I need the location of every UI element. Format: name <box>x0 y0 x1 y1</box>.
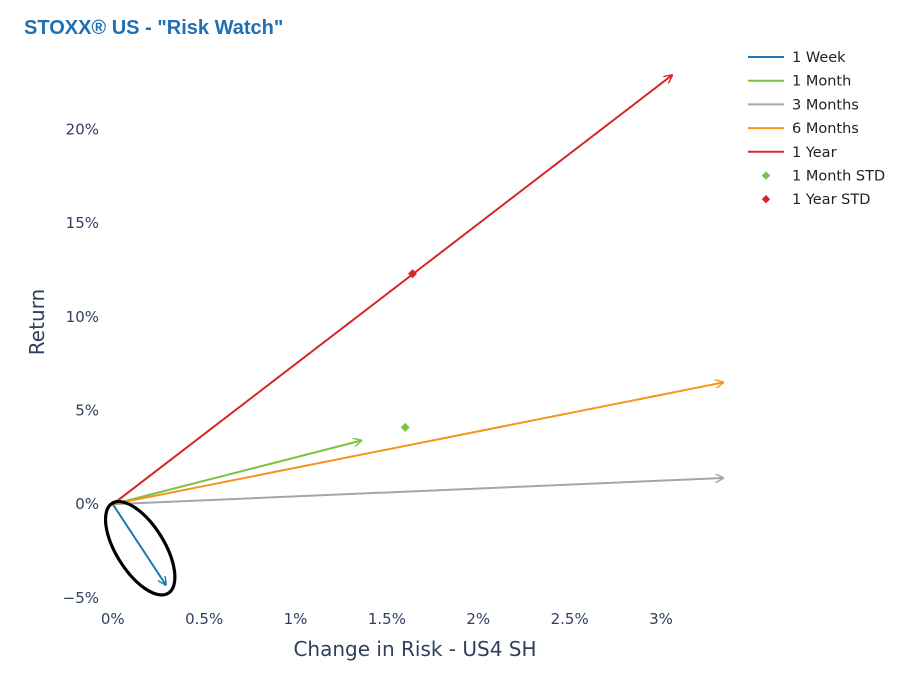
legend-item-3-months[interactable]: 3 Months <box>748 97 859 113</box>
x-tick-label: 2.5% <box>551 610 589 628</box>
legend-swatch <box>761 171 771 180</box>
marker-1-month-std <box>400 422 410 432</box>
highlight-ellipse <box>103 499 177 597</box>
x-tick-label: 2% <box>466 610 490 628</box>
x-tick-label: 3% <box>649 610 673 628</box>
y-axis-ticks: −5% 0% 5% 10% 15% 20% <box>63 121 99 607</box>
series-arrow-3-months <box>112 478 723 506</box>
x-tick-label: 0.5% <box>185 610 223 628</box>
y-tick-label: 10% <box>66 308 99 326</box>
legend-item-6-months[interactable]: 6 Months <box>748 121 859 137</box>
legend-item-1-week[interactable]: 1 Week <box>748 50 846 66</box>
marker-1-year-std <box>408 269 417 279</box>
series-arrow-1-year <box>112 75 672 506</box>
legend-item-1-year[interactable]: 1 Year <box>748 145 837 161</box>
chart-title: STOXX® US - "Risk Watch" <box>24 17 283 39</box>
legend-item-1-month-std[interactable]: 1 Month STD <box>761 169 885 185</box>
x-tick-label: 1% <box>284 610 308 628</box>
series-arrow-1-week <box>111 503 166 585</box>
legend-item-1-year-std[interactable]: 1 Year STD <box>761 192 871 208</box>
y-tick-label: 5% <box>75 402 99 420</box>
x-axis-label: Change in Risk - US4 SH <box>293 637 536 661</box>
legend[interactable]: 1 Week 1 Month 3 Months 6 Months 1 Year 1 Mon… <box>748 50 885 208</box>
plot-area <box>103 75 723 597</box>
series-arrow-1-month <box>112 441 362 506</box>
x-tick-label: 1.5% <box>368 610 406 628</box>
legend-label: 1 Year STD <box>792 192 870 208</box>
x-tick-label: 0% <box>101 610 125 628</box>
legend-label: 6 Months <box>792 121 859 137</box>
y-tick-label: 15% <box>66 214 99 232</box>
legend-swatch <box>761 195 771 204</box>
legend-label: 1 Year <box>792 145 837 161</box>
y-axis-label: Return <box>25 289 49 355</box>
x-axis-ticks: 0% 0.5% 1% 1.5% 2% 2.5% 3% <box>101 610 673 628</box>
legend-label: 3 Months <box>792 97 859 113</box>
legend-label: 1 Week <box>792 50 846 66</box>
legend-item-1-month[interactable]: 1 Month <box>748 74 851 90</box>
y-tick-label: 20% <box>66 121 99 139</box>
y-tick-label: 0% <box>75 495 99 513</box>
series-arrow-6-months <box>112 382 723 506</box>
legend-label: 1 Month STD <box>792 169 885 185</box>
y-tick-label: −5% <box>63 589 99 607</box>
legend-label: 1 Month <box>792 74 851 90</box>
